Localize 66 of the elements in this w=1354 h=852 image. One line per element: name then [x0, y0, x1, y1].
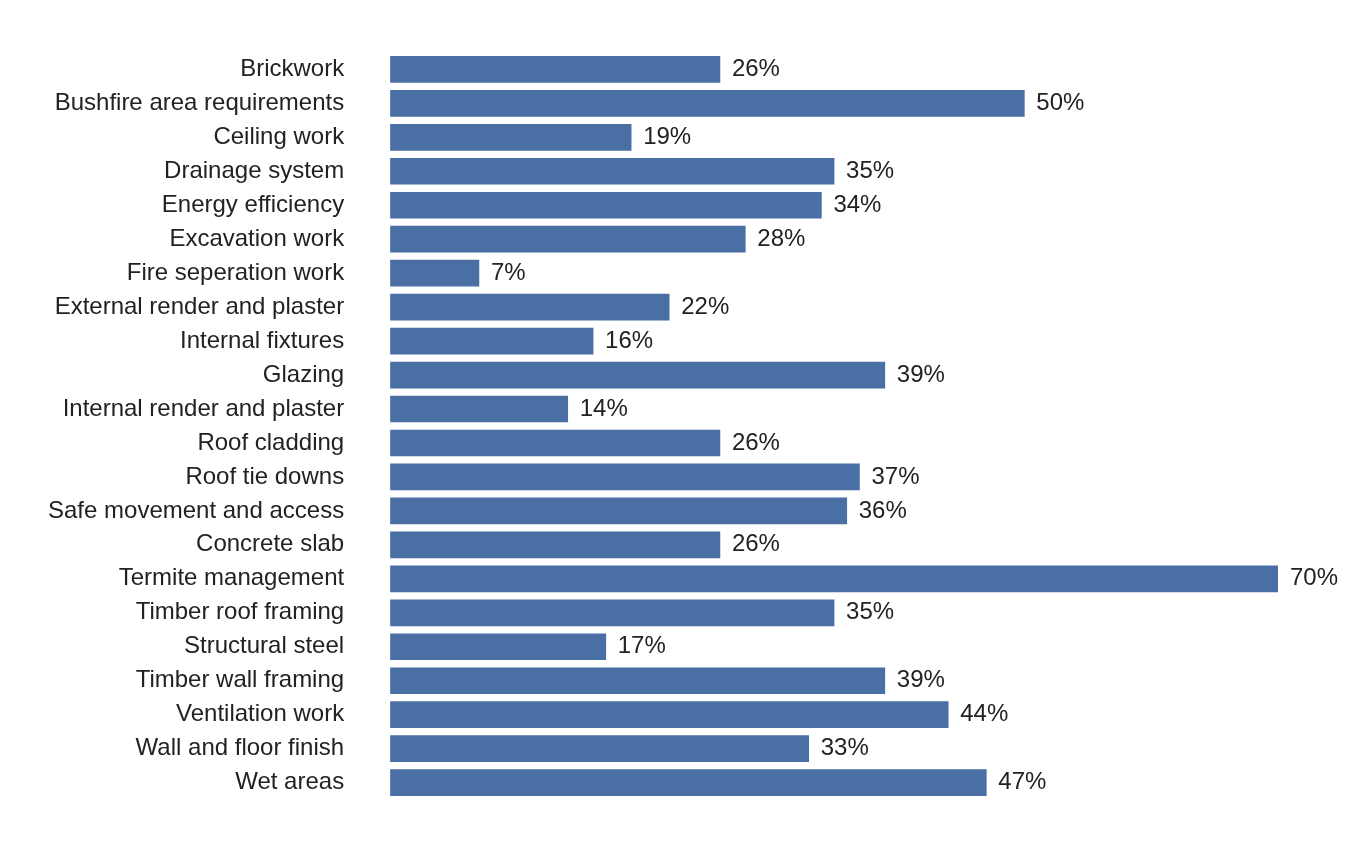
bar: [390, 667, 886, 695]
y-tick-label: Wall and floor finish: [135, 733, 345, 761]
y-tick-label: Ventilation work: [176, 699, 346, 727]
y-tick-label: Glazing: [262, 359, 345, 387]
y-tick-label: Roof tie downs: [185, 461, 345, 489]
data-label: 37%: [871, 461, 920, 489]
bar: [390, 395, 569, 423]
data-label: 22%: [681, 291, 730, 319]
data-label: 19%: [643, 121, 692, 149]
bar: [390, 463, 860, 491]
data-label: 17%: [617, 631, 666, 659]
data-label: 39%: [896, 359, 945, 387]
data-label: 70%: [1290, 563, 1339, 591]
data-label: 36%: [858, 495, 907, 523]
y-tick-label: Ceiling work: [213, 121, 346, 149]
bar: [390, 361, 886, 389]
y-tick-label: External render and plaster: [54, 291, 345, 319]
bar: [390, 191, 822, 219]
y-tick-label: Excavation work: [169, 223, 346, 251]
y-tick-label: Safe movement and access: [48, 495, 345, 523]
bar: [390, 123, 632, 151]
data-label: 7%: [490, 257, 526, 285]
bar: [390, 429, 721, 457]
bar: [390, 633, 607, 661]
data-label: 50%: [1036, 87, 1085, 115]
bar: [390, 735, 810, 762]
y-tick-label: Wet areas: [235, 767, 345, 795]
data-label: 26%: [731, 529, 780, 557]
data-label: 34%: [833, 189, 882, 217]
bar: [390, 599, 835, 627]
data-label: 28%: [757, 223, 806, 251]
bar: [390, 56, 721, 83]
data-label: 26%: [731, 427, 780, 455]
y-tick-label: Internal render and plaster: [62, 393, 345, 421]
data-label: 35%: [846, 155, 895, 183]
y-tick-label: Energy efficiency: [161, 189, 345, 217]
data-label: 26%: [731, 54, 780, 82]
data-label: 47%: [998, 767, 1047, 795]
bar: [390, 531, 721, 559]
y-tick-label: Internal fixtures: [180, 325, 345, 353]
y-tick-label: Fire seperation work: [126, 257, 346, 285]
data-label: 44%: [960, 699, 1009, 727]
bar: [390, 497, 848, 525]
y-tick-label: Drainage system: [164, 155, 345, 183]
data-label: 16%: [605, 325, 654, 353]
y-tick-label: Termite management: [118, 563, 345, 591]
bar: [390, 293, 670, 321]
y-tick-label: Structural steel: [184, 631, 345, 659]
data-label: 14%: [579, 393, 628, 421]
y-tick-label: Timber wall framing: [135, 665, 345, 693]
y-tick-label: Roof cladding: [197, 427, 345, 455]
y-tick-label: Bushfire area requirements: [54, 87, 345, 115]
bar: [390, 259, 480, 287]
data-label: 33%: [820, 733, 869, 761]
bar: [390, 225, 746, 253]
bar: [390, 565, 1278, 593]
y-tick-label: Timber roof framing: [135, 597, 345, 625]
bar: [390, 90, 1025, 117]
bar: [390, 769, 987, 796]
bar: [390, 157, 835, 185]
y-tick-label: Concrete slab: [196, 529, 345, 557]
data-label: 35%: [846, 597, 895, 625]
bar: [390, 327, 594, 355]
bar: [390, 701, 949, 729]
y-tick-label: Brickwork: [240, 54, 346, 82]
data-label: 39%: [896, 665, 945, 693]
